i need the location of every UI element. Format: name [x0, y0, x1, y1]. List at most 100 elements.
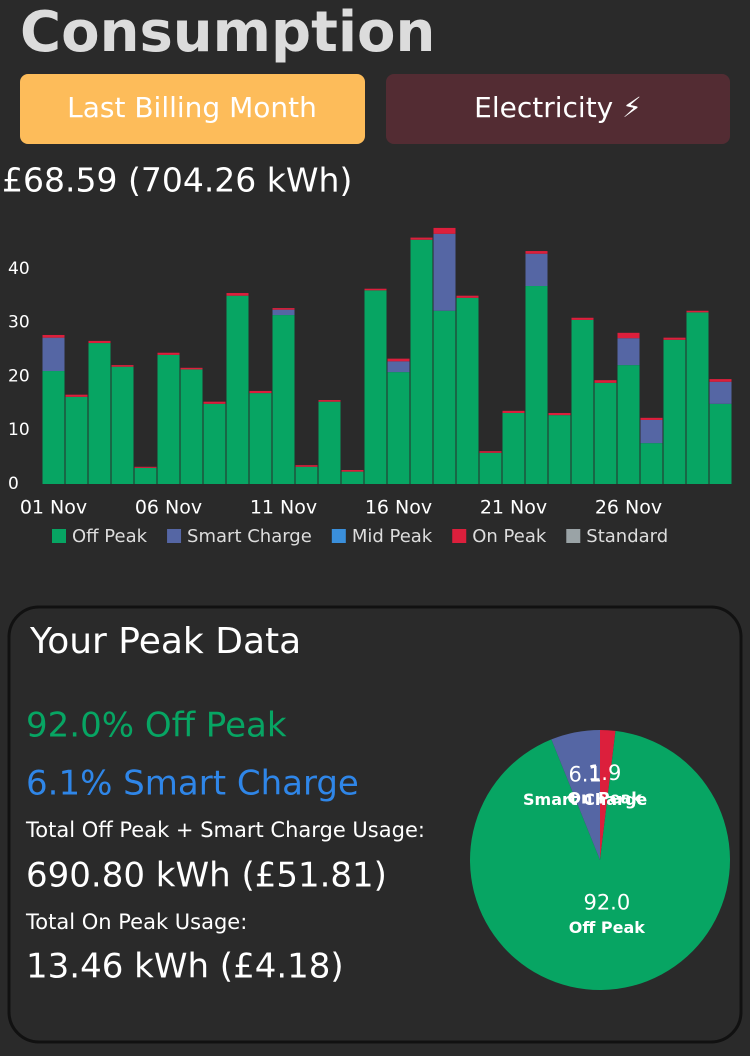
x-tick-label: 06 Nov — [135, 497, 202, 519]
bar-segment — [548, 412, 571, 416]
bar-segment — [502, 410, 525, 413]
bar-segment — [709, 403, 732, 484]
bar-segment — [180, 367, 203, 370]
bar-segment — [341, 470, 364, 472]
smart-share: 6.1% Smart Charge — [26, 764, 359, 804]
page-title: Consumption — [20, 0, 435, 65]
legend-label: On Peak — [472, 526, 547, 547]
bar-segment — [203, 401, 226, 404]
x-tick-label: 21 Nov — [480, 497, 547, 519]
bar-segment — [88, 340, 111, 344]
slice-value: 92.0 — [583, 891, 630, 915]
bar-segment — [157, 352, 180, 355]
bar-segment — [318, 401, 341, 484]
bar-segment — [525, 286, 548, 484]
bar-segment — [295, 465, 318, 467]
bar-segment — [387, 372, 410, 484]
bar-segment — [111, 365, 134, 367]
bar-segment — [433, 227, 456, 234]
slice-value: 6.1 — [568, 762, 601, 786]
card-title: Your Peak Data — [29, 621, 301, 662]
bar-segment — [479, 451, 502, 453]
bar-segment — [272, 315, 295, 484]
x-tick-label: 01 Nov — [20, 497, 87, 519]
bar-segment — [502, 412, 525, 484]
bar-segment — [640, 419, 663, 444]
legend-label: Off Peak — [72, 526, 148, 547]
fuel-button-label[interactable]: Electricity ⚡ — [474, 91, 642, 124]
pie-slice — [551, 730, 600, 860]
bar-segment — [709, 379, 732, 382]
bar-segment — [525, 253, 548, 287]
bar-segment — [663, 339, 686, 484]
total-on-value: 13.46 kWh (£4.18) — [26, 947, 344, 987]
bar-segment — [686, 312, 709, 484]
bar-segment — [226, 293, 249, 296]
bar-segment — [548, 415, 571, 484]
y-tick-label: 10 — [8, 420, 30, 440]
legend-swatch — [331, 529, 346, 543]
pie-slice — [470, 730, 731, 991]
bar-segment — [594, 380, 617, 383]
bar-segment — [640, 417, 663, 420]
bar-chart: 0 10 20 30 40 01 Nov 06 Nov 11 Nov 16 Nov 21 Nov 2… — [8, 227, 732, 547]
legend-swatch — [52, 529, 66, 543]
legend-label: Standard — [586, 526, 668, 547]
bar-segment — [180, 369, 203, 484]
bar-segment — [640, 443, 663, 484]
bar-segment — [42, 337, 65, 372]
bar-segment — [42, 371, 65, 484]
legend-swatch — [452, 529, 467, 543]
bar-segment — [65, 396, 88, 484]
legend-label: Smart Charge — [187, 526, 312, 547]
bar-segment — [525, 251, 548, 254]
bar-segment — [686, 310, 709, 313]
bar-segment — [410, 237, 433, 240]
bar-segment — [134, 466, 157, 468]
legend-label: Mid Peak — [352, 526, 433, 547]
x-tick-label: 16 Nov — [365, 497, 432, 519]
off-peak-share: 92.0% Off Peak — [26, 706, 287, 746]
bar-segment — [272, 308, 295, 310]
y-tick-label: 40 — [8, 259, 30, 279]
bar-segment — [479, 452, 502, 484]
bar-segment — [617, 365, 640, 484]
slice-name: Off Peak — [569, 918, 646, 937]
bar-segment — [617, 332, 640, 339]
total-off-value: 690.80 kWh (£51.81) — [26, 856, 387, 896]
bar-segment — [364, 290, 387, 484]
bar-segment — [42, 334, 65, 338]
legend-swatch — [167, 529, 182, 543]
bar-segment — [295, 466, 318, 484]
fuel-button[interactable] — [386, 74, 730, 144]
pie-slice — [600, 730, 616, 860]
y-tick-label: 20 — [8, 366, 30, 386]
total-off-label: Total Off Peak + Smart Charge Usage: — [25, 818, 425, 842]
x-tick-label: 11 Nov — [250, 497, 317, 519]
bar-segment — [226, 295, 249, 484]
bar-segment — [272, 309, 295, 316]
bar-segment — [111, 366, 134, 484]
bar-segment — [65, 394, 88, 397]
billing-button-label[interactable]: Last Billing Month — [67, 91, 317, 124]
billing-button[interactable] — [20, 74, 365, 144]
bar-segment — [663, 337, 686, 340]
y-tick-label: 0 — [8, 474, 19, 494]
bar-segment — [456, 297, 479, 484]
bar-segment — [433, 233, 456, 311]
bar-segment — [571, 317, 594, 320]
slice-name: Smart Charge — [523, 790, 647, 809]
bar-segment — [456, 295, 479, 298]
bar-segment — [364, 288, 387, 291]
bar-segment — [433, 310, 456, 484]
bar-segment — [249, 390, 272, 394]
bar-segment — [571, 319, 594, 484]
bar-segment — [387, 361, 410, 373]
bar-segment — [318, 400, 341, 402]
pie-chart: 1.9 On Peak 92.0 Off Peak 6.1 Smart Charge — [470, 730, 731, 991]
bar-segment — [157, 354, 180, 484]
summary: £68.59 (704.26 kWh) — [2, 161, 352, 200]
bar-segment — [617, 338, 640, 366]
